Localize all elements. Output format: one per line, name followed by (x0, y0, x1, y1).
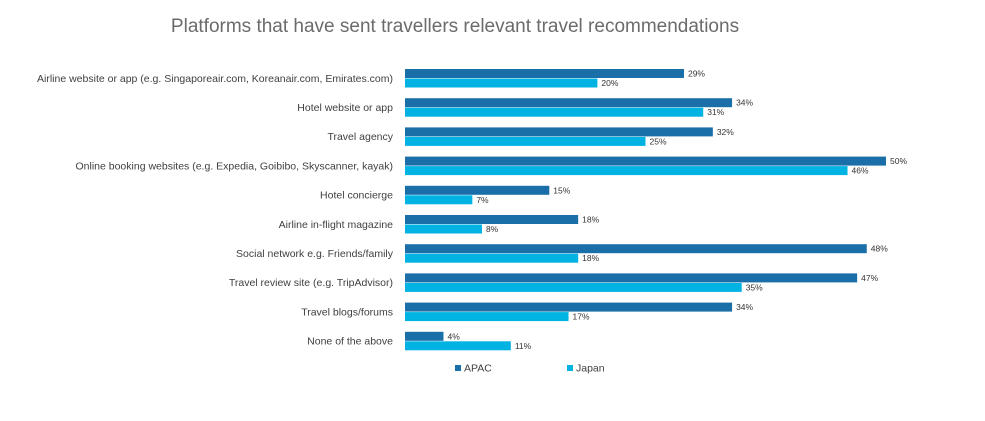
category-label: Online booking websites (e.g. Expedia, G… (75, 160, 393, 172)
category-label: Travel agency (327, 131, 393, 143)
data-label: 8% (486, 224, 499, 234)
category-label: Airline in-flight magazine (279, 219, 394, 231)
category-label: Hotel concierge (320, 190, 393, 202)
data-label: 17% (573, 312, 590, 322)
bar-apac (405, 215, 579, 224)
category-label: Social network e.g. Friends/family (236, 248, 394, 260)
legend: APAC Japan (455, 363, 605, 375)
bar-apac (405, 302, 733, 312)
chart-title: Platforms that have sent travellers rele… (170, 16, 740, 37)
bar-japan (405, 78, 598, 88)
data-label: 11% (515, 341, 532, 351)
bar-apac (405, 127, 713, 137)
data-label: 20% (601, 78, 618, 88)
bar-japan (405, 282, 742, 292)
bar-apac (405, 98, 733, 108)
data-label: 46% (852, 166, 869, 176)
legend-label-apac: APAC (464, 363, 492, 375)
plot-area: Airline website or app (e.g. Singaporeai… (37, 69, 907, 351)
legend-swatch-japan (567, 365, 573, 371)
category-label: Airline website or app (e.g. Singaporeai… (37, 73, 393, 85)
data-label: 34% (736, 98, 753, 108)
bar-apac (405, 69, 684, 78)
data-label: 29% (688, 69, 705, 79)
data-label: 47% (861, 273, 878, 283)
data-label: 15% (553, 185, 570, 195)
data-label: 31% (707, 107, 724, 117)
data-label: 32% (717, 127, 734, 137)
legend-swatch-apac (455, 365, 461, 371)
bar-apac (405, 244, 867, 254)
bar-apac (405, 273, 858, 283)
data-label: 25% (650, 136, 667, 146)
data-label: 48% (871, 244, 888, 254)
data-label: 18% (582, 253, 599, 263)
bar-japan (405, 136, 646, 146)
category-label: None of the above (307, 336, 393, 348)
data-label: 4% (447, 331, 460, 341)
category-label: Travel blogs/forums (301, 306, 393, 318)
legend-label-japan: Japan (576, 363, 605, 375)
bar-japan (405, 166, 848, 176)
category-label: Travel review site (e.g. TripAdvisor) (229, 277, 393, 289)
bar-japan (405, 253, 579, 263)
bar-japan (405, 224, 482, 234)
bar-apac (405, 331, 444, 341)
data-label: 7% (476, 195, 489, 205)
data-label: 18% (582, 215, 599, 225)
data-label: 50% (890, 156, 907, 166)
bar-japan (405, 312, 569, 322)
bar-japan (405, 107, 704, 117)
bar-japan (405, 195, 473, 205)
category-label: Hotel website or app (297, 102, 393, 114)
data-label: 35% (746, 282, 763, 292)
bar-apac (405, 156, 886, 166)
bar-japan (405, 341, 511, 351)
data-label: 34% (736, 302, 753, 312)
bar-apac (405, 185, 550, 195)
